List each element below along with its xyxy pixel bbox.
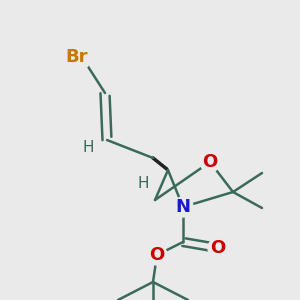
Text: H: H	[82, 140, 94, 155]
Circle shape	[63, 43, 91, 71]
Circle shape	[173, 197, 193, 217]
Text: O: O	[210, 239, 226, 257]
Text: H: H	[137, 176, 149, 190]
Circle shape	[147, 245, 167, 265]
Circle shape	[208, 238, 228, 258]
Text: O: O	[149, 246, 165, 264]
Text: O: O	[202, 153, 217, 171]
Text: Br: Br	[66, 48, 88, 66]
Text: N: N	[176, 198, 190, 216]
Circle shape	[200, 152, 220, 172]
